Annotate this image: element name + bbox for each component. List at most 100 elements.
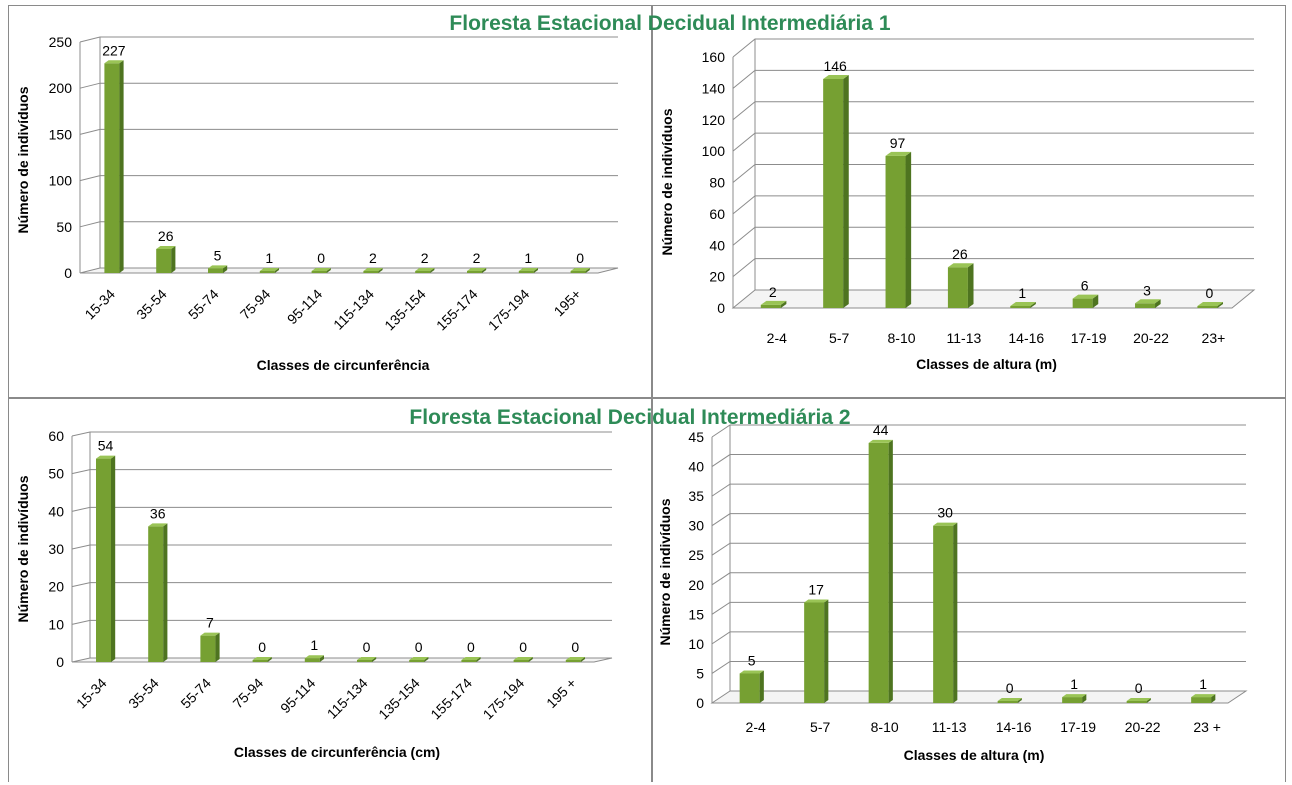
y-tick-label: 100 — [702, 143, 726, 159]
bar-front — [363, 271, 379, 273]
bar-top — [208, 265, 228, 269]
bar-front — [1135, 303, 1156, 308]
bar-195+ — [570, 268, 590, 273]
x-tick-label: 5-7 — [829, 330, 849, 346]
bar-14-16 — [1010, 302, 1036, 308]
bar-top — [518, 268, 538, 271]
bar-side — [171, 245, 176, 273]
data-label: 5 — [214, 247, 222, 263]
bar-top — [304, 655, 324, 659]
bar-11-13 — [947, 263, 974, 308]
bar-top — [1191, 694, 1216, 698]
x-tick-label: 8-10 — [888, 330, 916, 346]
bar-front — [208, 268, 223, 273]
bar-20-22 — [1135, 299, 1161, 308]
bar-top — [804, 599, 829, 603]
bar-front — [760, 304, 781, 308]
x-tick-label: 2-4 — [767, 330, 787, 346]
y-tick-label: 0 — [56, 654, 64, 670]
bar-175-194 — [518, 268, 538, 273]
y-tick-label: 140 — [702, 80, 726, 96]
bar-top — [513, 657, 533, 660]
bar-side — [1146, 698, 1151, 703]
y-tick-label: 0 — [717, 300, 725, 316]
data-label: 1 — [310, 637, 318, 653]
y-tick-label: 100 — [49, 173, 73, 189]
bar-top — [148, 523, 168, 527]
bar-top — [467, 268, 487, 271]
bar-8-10 — [868, 439, 893, 703]
data-label: 17 — [808, 582, 824, 598]
bar-side — [372, 657, 377, 662]
bar-side — [1092, 294, 1099, 308]
y-tick-label: 60 — [48, 428, 64, 444]
bar-top — [885, 151, 912, 156]
bar-front — [104, 63, 120, 273]
x-tick-label: 2-4 — [746, 719, 766, 735]
chart-panel-4 — [652, 398, 1286, 782]
data-label: 30 — [937, 505, 953, 521]
bar-17-19 — [1072, 294, 1099, 308]
bar-top — [1135, 299, 1161, 304]
bar-side — [163, 523, 168, 662]
bar-side — [824, 599, 829, 703]
x-axis-title: Classes de circunferência (cm) — [234, 744, 440, 760]
bar-side — [1155, 299, 1161, 308]
bar-front — [96, 458, 111, 662]
data-label: 1 — [524, 250, 532, 266]
gridline — [79, 82, 618, 89]
bar-175-194 — [513, 657, 533, 662]
bar-155-174 — [461, 657, 481, 662]
bar-side — [843, 74, 849, 309]
bar-front — [997, 701, 1018, 703]
bar-side — [482, 268, 487, 273]
bar-front — [513, 660, 529, 662]
bar-side — [967, 263, 974, 308]
y-axis-title: Número de indivíduos — [659, 108, 675, 255]
bar-front — [804, 602, 825, 703]
bar-35-54 — [148, 523, 168, 662]
data-label: 44 — [873, 422, 889, 438]
bar-side — [430, 268, 435, 273]
gridline — [71, 582, 612, 588]
bar-side — [585, 268, 590, 273]
data-label: 1 — [1070, 676, 1078, 692]
bar-top — [933, 522, 958, 526]
y-tick-label: 60 — [709, 206, 725, 222]
bar-top — [415, 268, 435, 271]
bar-top — [357, 657, 377, 660]
bar-front — [1191, 697, 1212, 703]
chart-panel-1 — [8, 5, 652, 398]
x-tick-label: 20-22 — [1125, 719, 1161, 735]
gridline — [732, 195, 1254, 215]
data-label: 97 — [890, 135, 906, 151]
y-tick-label: 15 — [688, 606, 704, 622]
bar-side — [223, 265, 228, 273]
gridline — [711, 572, 1246, 586]
bar-side — [953, 522, 958, 703]
bar-14-16 — [997, 698, 1022, 703]
bar-front — [885, 155, 906, 308]
bar-side — [759, 670, 764, 703]
bar-side — [533, 268, 538, 273]
data-label: 26 — [158, 228, 174, 244]
bar-115-134 — [357, 657, 377, 662]
bar-front — [518, 271, 534, 273]
bar-side — [476, 657, 481, 662]
data-label: 2 — [369, 250, 377, 266]
bar-35-54 — [156, 245, 176, 273]
bar-195 + — [565, 657, 585, 662]
y-tick-label: 40 — [48, 503, 64, 519]
bar-side — [1082, 694, 1087, 703]
gridline — [732, 101, 1254, 121]
data-label: 0 — [571, 639, 579, 655]
bar-front — [565, 660, 581, 662]
bar-top — [409, 657, 429, 660]
data-label: 36 — [150, 505, 166, 521]
data-label: 0 — [576, 250, 584, 266]
x-tick-label: 20-22 — [1133, 330, 1169, 346]
bar-115-134 — [363, 268, 383, 273]
x-tick-label: 8-10 — [871, 719, 899, 735]
bar-front — [1072, 298, 1093, 308]
